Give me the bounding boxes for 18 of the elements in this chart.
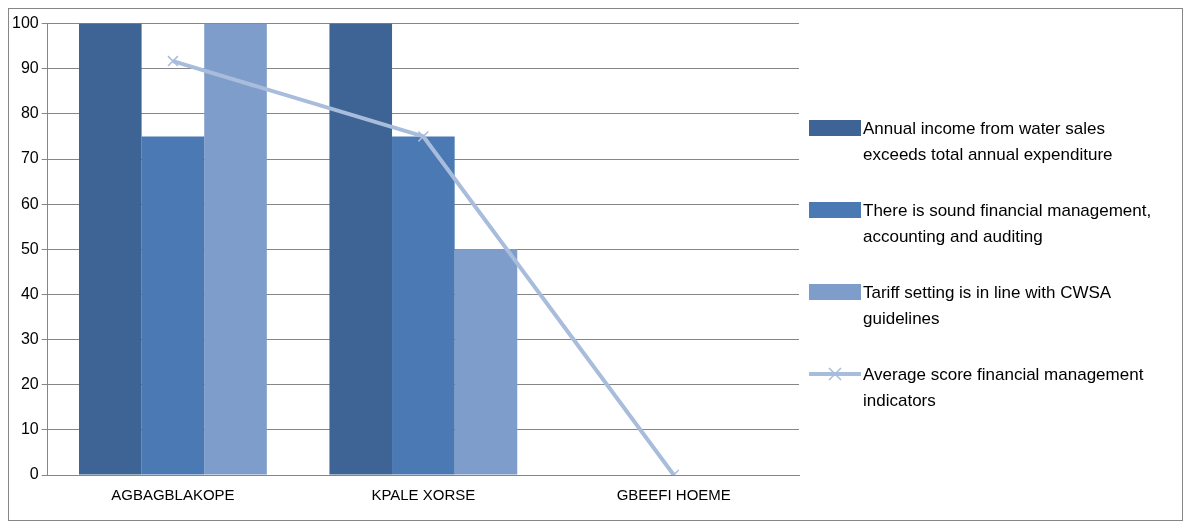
y-tick-label: 30 [20,329,39,347]
y-tick-label: 100 [11,14,39,32]
y-tick-label: 60 [20,194,39,212]
legend-label: Tariff setting is in line with CWSA guidelines [863,281,1112,330]
y-tick-label: 10 [20,420,39,438]
y-tick-label: 90 [20,59,39,77]
x-tick-label: AGBAGBLAKOPE [111,486,235,504]
y-tick-label: 50 [20,239,39,257]
y-tick-label: 70 [20,149,39,167]
legend-label: Average score financial management indicators [863,363,1145,412]
x-tick-label: KPALE XORSE [371,486,476,504]
y-tick-label: 80 [20,104,39,122]
y-tick-label: 0 [29,465,39,483]
legend-label: Annual income from water sales exceeds total annual expenditure [863,117,1114,166]
y-tick-label: 20 [20,375,39,393]
legend-label: There is sound financial management, accounting and auditing [863,199,1153,248]
x-tick-label: GBEEFI HOEME [616,486,731,504]
y-tick-label: 40 [20,284,39,302]
